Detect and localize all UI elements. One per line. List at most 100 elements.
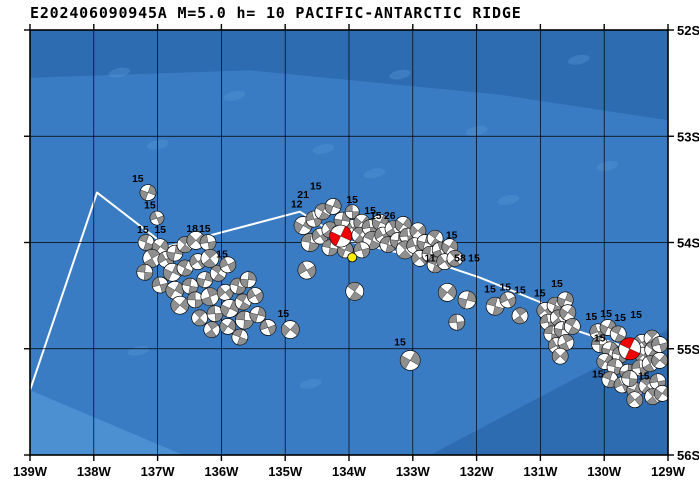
focal-mechanism <box>149 210 165 226</box>
focal-mechanism <box>651 352 668 369</box>
lon-tick-label: 138W <box>77 464 112 479</box>
depth-label: 15 <box>638 371 650 383</box>
seafloor-feature <box>497 195 520 205</box>
focal-mechanism <box>626 391 644 409</box>
focal-mechanism <box>181 277 199 295</box>
focal-mechanism <box>200 287 220 307</box>
lon-tick-label: 129W <box>651 464 686 479</box>
depth-label: 15 <box>630 309 642 321</box>
focal-mechanism-highlighted <box>618 337 642 361</box>
focal-mechanism <box>139 184 157 201</box>
focal-mechanism <box>234 293 252 311</box>
focal-mechanism <box>324 198 342 215</box>
depth-label: 15 <box>586 311 598 323</box>
focal-mechanism <box>559 304 577 321</box>
focal-mechanism-highlighted <box>329 224 353 248</box>
depth-label: 15 <box>137 224 149 236</box>
depth-label: 12 <box>291 198 303 210</box>
focal-mechanism <box>511 307 529 325</box>
focal-mechanism <box>399 350 421 371</box>
focal-mechanism <box>394 216 412 233</box>
lon-tick-label: 136W <box>204 464 239 479</box>
focal-mechanism <box>345 282 365 301</box>
depth-label: 26 <box>384 210 396 222</box>
depth-label: 15 <box>514 285 526 297</box>
focal-mechanism <box>653 385 668 402</box>
depth-label: 11 <box>424 253 435 265</box>
depth-label: 15 <box>216 248 228 260</box>
depth-label: 15 <box>468 253 480 265</box>
lon-tick-label: 139W <box>13 464 48 479</box>
focal-mechanism <box>231 328 249 346</box>
depth-label: 15 <box>310 180 322 192</box>
depth-label: 15 <box>594 332 606 344</box>
focal-mechanism <box>551 347 569 365</box>
lat-tick-label: 52S <box>677 23 699 38</box>
depth-label: 15 <box>446 229 458 241</box>
depth-label: 18 <box>186 223 198 235</box>
focal-mechanism <box>203 321 221 338</box>
focal-mechanism <box>249 306 267 324</box>
depth-label: 21 <box>297 189 309 201</box>
lat-tick-label: 53S <box>677 129 699 144</box>
seafloor-feature <box>108 67 131 78</box>
focal-mechanism <box>142 249 162 268</box>
depth-label: 15 <box>484 283 496 295</box>
focal-mechanism <box>136 263 154 281</box>
seafloor-feature <box>389 69 411 80</box>
focal-mechanism <box>176 259 194 277</box>
focal-mechanism <box>280 320 300 339</box>
focal-mechanism <box>165 280 185 300</box>
focal-mechanism <box>219 256 237 274</box>
depth-label: 15 <box>499 281 511 293</box>
focal-mechanism <box>259 319 277 336</box>
seafloor-feature <box>223 90 246 101</box>
depth-label: 15 <box>277 308 289 320</box>
focal-mechanism <box>353 241 371 259</box>
epicenter-marker <box>347 252 358 263</box>
depth-label: 15 <box>154 224 166 236</box>
lat-tick-label: 56S <box>677 448 699 463</box>
seafloor-feature <box>596 161 619 171</box>
focal-mechanism <box>621 370 639 387</box>
depth-label: 15 <box>199 223 211 235</box>
focal-mechanism <box>446 250 464 267</box>
depth-label: 15 <box>364 205 376 217</box>
focal-mechanism <box>151 276 169 294</box>
focal-mechanism <box>239 271 257 289</box>
lat-tick-label: 55S <box>677 342 699 357</box>
depth-label: 15 <box>614 312 626 324</box>
focal-mechanism <box>457 290 477 310</box>
focal-mechanism <box>297 260 317 280</box>
focal-mechanism <box>196 271 214 289</box>
focal-mechanism <box>437 283 457 302</box>
lon-tick-label: 131W <box>523 464 558 479</box>
focal-mechanism <box>200 249 220 268</box>
plot-title: E202406090945A M=5.0 h= 10 PACIFIC-ANTAR… <box>30 4 522 22</box>
bathymetry-band <box>30 390 184 455</box>
depth-label: 15 <box>370 210 382 222</box>
focal-mechanism <box>186 291 204 309</box>
lat-tick-label: 54S <box>677 236 699 251</box>
focal-mechanism <box>170 295 190 315</box>
depth-label: 15 <box>346 194 358 206</box>
lon-tick-label: 137W <box>141 464 176 479</box>
focal-mechanism <box>499 291 517 309</box>
seafloor-feature <box>363 168 386 179</box>
depth-label: 15 <box>600 308 612 320</box>
depth-label: 15 <box>551 278 563 290</box>
focal-mechanism <box>220 299 240 318</box>
seafloor-feature <box>299 378 322 389</box>
focal-mechanism <box>216 284 234 301</box>
depth-label: 15 <box>534 288 546 300</box>
focal-mechanism <box>246 287 264 304</box>
depth-label: 15 <box>132 173 144 185</box>
lon-tick-label: 132W <box>460 464 495 479</box>
depth-label: 15 <box>144 200 156 212</box>
seafloor-feature <box>567 54 590 65</box>
focal-mechanism <box>219 318 237 335</box>
focal-mechanism <box>557 334 575 351</box>
